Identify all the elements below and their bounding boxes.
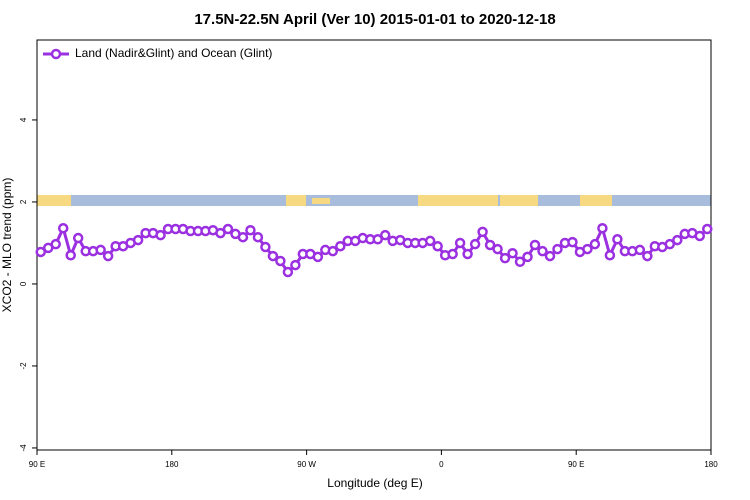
point (522, 251, 533, 263)
point (327, 245, 339, 257)
point (567, 236, 578, 248)
point (492, 243, 503, 255)
x-axis-label: Longitude (deg E) (327, 476, 422, 490)
x-tick-label: 90 W (297, 460, 316, 469)
point (222, 223, 234, 235)
point (477, 226, 488, 238)
point (237, 231, 249, 243)
point (275, 255, 286, 267)
y-axis-label: XCO2 - MLO trend (ppm) (0, 178, 14, 313)
point (260, 241, 271, 253)
point (694, 230, 706, 242)
point (372, 234, 383, 245)
y-tick-label: -4 (19, 444, 28, 452)
point (267, 250, 279, 262)
x-tick-label: 180 (704, 460, 718, 469)
point (582, 243, 593, 255)
x-tick-label: 180 (165, 460, 179, 469)
point (57, 222, 69, 234)
point (529, 239, 541, 251)
point (642, 250, 653, 262)
y-tick-label: 0 (19, 281, 28, 286)
point (589, 238, 601, 250)
point (462, 248, 473, 260)
point (102, 250, 114, 262)
point (35, 246, 46, 258)
plot-frame (36, 39, 712, 451)
point (432, 240, 443, 252)
point (215, 227, 226, 239)
point (290, 259, 301, 271)
point (252, 231, 264, 243)
point (379, 229, 391, 241)
point (424, 235, 436, 247)
point (454, 237, 466, 249)
y-tick-label: 4 (19, 117, 28, 122)
point (282, 266, 294, 278)
point (484, 239, 496, 251)
point (604, 250, 616, 261)
point (245, 224, 256, 236)
point (95, 244, 106, 256)
legend-marker (50, 48, 62, 60)
point (499, 252, 511, 264)
point (514, 256, 526, 268)
x-tick-label: 0 (439, 460, 444, 469)
point (634, 244, 646, 256)
point (597, 222, 608, 234)
point (447, 248, 458, 260)
x-tick-label: 90 E (568, 460, 584, 469)
legend-label: Land (Nadir&Glint) and Ocean (Glint) (75, 46, 272, 60)
point (72, 232, 84, 244)
point (312, 251, 324, 263)
point (552, 243, 563, 255)
point (544, 250, 556, 262)
point (155, 229, 166, 241)
point (132, 234, 144, 246)
point (537, 245, 548, 257)
chart-title: 17.5N-22.5N April (Ver 10) 2015-01-01 to… (194, 11, 555, 28)
point (65, 250, 76, 261)
y-tick-label: 2 (19, 199, 28, 204)
land-ocean-strip (37, 195, 711, 206)
point (469, 238, 481, 250)
point (507, 247, 518, 259)
point (612, 234, 623, 245)
point (672, 234, 683, 246)
point (702, 223, 713, 235)
point (335, 240, 346, 252)
point (664, 238, 676, 250)
point (50, 238, 61, 250)
x-tick-label: 90 E (29, 460, 45, 469)
y-tick-label: -2 (19, 362, 28, 370)
